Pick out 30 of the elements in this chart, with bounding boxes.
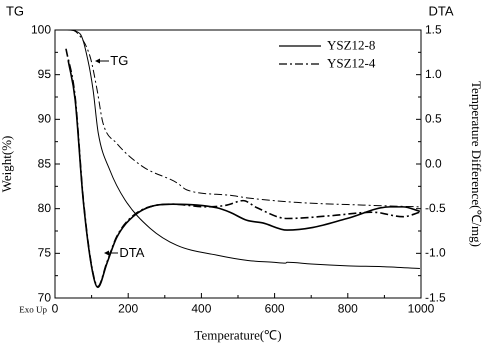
y2-tick-label: -1.5 (425, 290, 446, 304)
y2-axis-title: Temperature Difference(℃/mg) (468, 81, 483, 247)
x-tick-label: 400 (191, 302, 212, 316)
x-tick-label: 1000 (408, 302, 435, 316)
x-tick-label: 200 (118, 302, 139, 316)
y2-tick-label: 0.0 (425, 156, 442, 170)
y-tick-label: 80 (38, 200, 52, 215)
y2-tick-label: 1.0 (425, 66, 442, 81)
y2-tick-label: 1.5 (425, 22, 442, 36)
x-tick-label: 0 (52, 302, 59, 316)
x-tick-label: 800 (338, 302, 358, 316)
legend-label: YSZ12-4 (327, 55, 376, 70)
y-tick-label: 70 (38, 290, 52, 304)
y-tick-label: 95 (38, 66, 52, 81)
y2-tick-label: -1.0 (425, 246, 446, 260)
y2-tick-label: -0.5 (425, 200, 446, 215)
legend-label: YSZ12-8 (327, 37, 376, 52)
y-axis-title: Weight(%) (0, 136, 14, 192)
text: TG (6, 4, 24, 19)
x-axis-title: Temperature(℃) (194, 328, 282, 343)
y2-tick-label: 0.5 (425, 112, 442, 126)
annotation: TG (110, 52, 128, 68)
text: DTA (428, 4, 454, 19)
text: Exo Up (19, 304, 48, 314)
y-tick-label: 75 (38, 246, 52, 260)
annotation: DTA (119, 244, 145, 260)
y-tick-label: 90 (38, 112, 52, 126)
x-tick-label: 600 (264, 302, 285, 316)
y-tick-label: 85 (38, 156, 52, 170)
y-tick-label: 100 (30, 22, 52, 36)
